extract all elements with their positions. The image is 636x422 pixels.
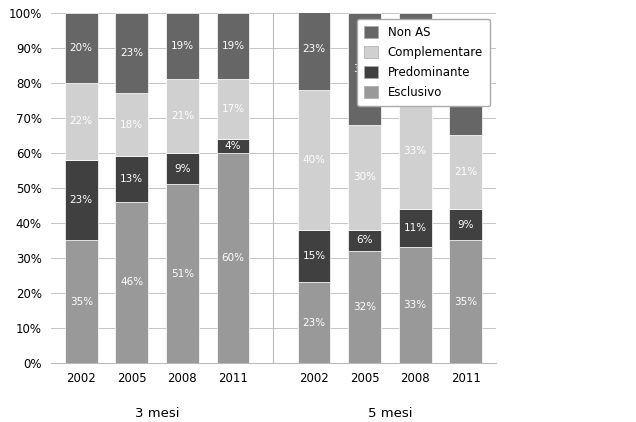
Bar — [166, 184, 199, 363]
Bar — [298, 90, 330, 230]
Text: 51%: 51% — [171, 269, 194, 279]
Text: 35%: 35% — [70, 297, 93, 307]
Text: 30%: 30% — [353, 172, 376, 182]
Text: 5 mesi: 5 mesi — [368, 407, 412, 420]
Bar — [166, 79, 199, 153]
Bar — [348, 230, 381, 251]
Bar — [65, 240, 98, 363]
Text: 46%: 46% — [120, 277, 143, 287]
Text: 11%: 11% — [404, 223, 427, 233]
Bar — [217, 153, 249, 363]
Text: 9%: 9% — [457, 219, 474, 230]
Bar — [399, 209, 432, 247]
Legend: Non AS, Complementare, Predominante, Esclusivo: Non AS, Complementare, Predominante, Esc… — [357, 19, 490, 106]
Bar — [217, 13, 249, 79]
Bar — [217, 79, 249, 139]
Bar — [449, 209, 482, 240]
Text: 22%: 22% — [70, 116, 93, 126]
Bar — [166, 13, 199, 79]
Bar — [348, 125, 381, 230]
Text: 19%: 19% — [221, 41, 245, 51]
Text: 23%: 23% — [70, 195, 93, 205]
Bar — [348, 13, 381, 125]
Text: 40%: 40% — [303, 155, 326, 165]
Bar — [115, 202, 148, 363]
Text: 35%: 35% — [454, 297, 477, 307]
Bar — [115, 156, 148, 202]
Bar — [298, 282, 330, 363]
Text: 33%: 33% — [404, 146, 427, 156]
Text: 32%: 32% — [454, 74, 477, 84]
Text: 23%: 23% — [302, 318, 326, 327]
Text: 13%: 13% — [120, 174, 143, 184]
Text: 18%: 18% — [120, 120, 143, 130]
Text: 3 mesi: 3 mesi — [135, 407, 179, 420]
Text: 15%: 15% — [302, 251, 326, 261]
Bar — [217, 139, 249, 153]
Bar — [449, 240, 482, 363]
Text: 23%: 23% — [120, 48, 143, 58]
Bar — [65, 83, 98, 160]
Text: 17%: 17% — [221, 104, 245, 114]
Text: 20%: 20% — [70, 43, 93, 53]
Text: 23%: 23% — [404, 48, 427, 58]
Bar — [449, 23, 482, 135]
Bar — [298, 9, 330, 90]
Bar — [115, 93, 148, 156]
Bar — [166, 153, 199, 184]
Bar — [65, 160, 98, 240]
Bar — [65, 13, 98, 83]
Text: 9%: 9% — [174, 164, 191, 173]
Text: 21%: 21% — [454, 167, 477, 177]
Bar — [399, 13, 432, 93]
Text: 60%: 60% — [221, 253, 244, 263]
Text: 32%: 32% — [353, 64, 376, 74]
Bar — [348, 251, 381, 363]
Bar — [449, 135, 482, 209]
Bar — [399, 247, 432, 363]
Text: 33%: 33% — [404, 300, 427, 310]
Text: 4%: 4% — [225, 141, 241, 151]
Bar — [399, 93, 432, 209]
Text: 32%: 32% — [353, 302, 376, 312]
Bar — [298, 230, 330, 282]
Text: 6%: 6% — [356, 235, 373, 245]
Text: 19%: 19% — [171, 41, 194, 51]
Bar — [115, 13, 148, 93]
Text: 23%: 23% — [302, 44, 326, 54]
Text: 21%: 21% — [171, 111, 194, 121]
